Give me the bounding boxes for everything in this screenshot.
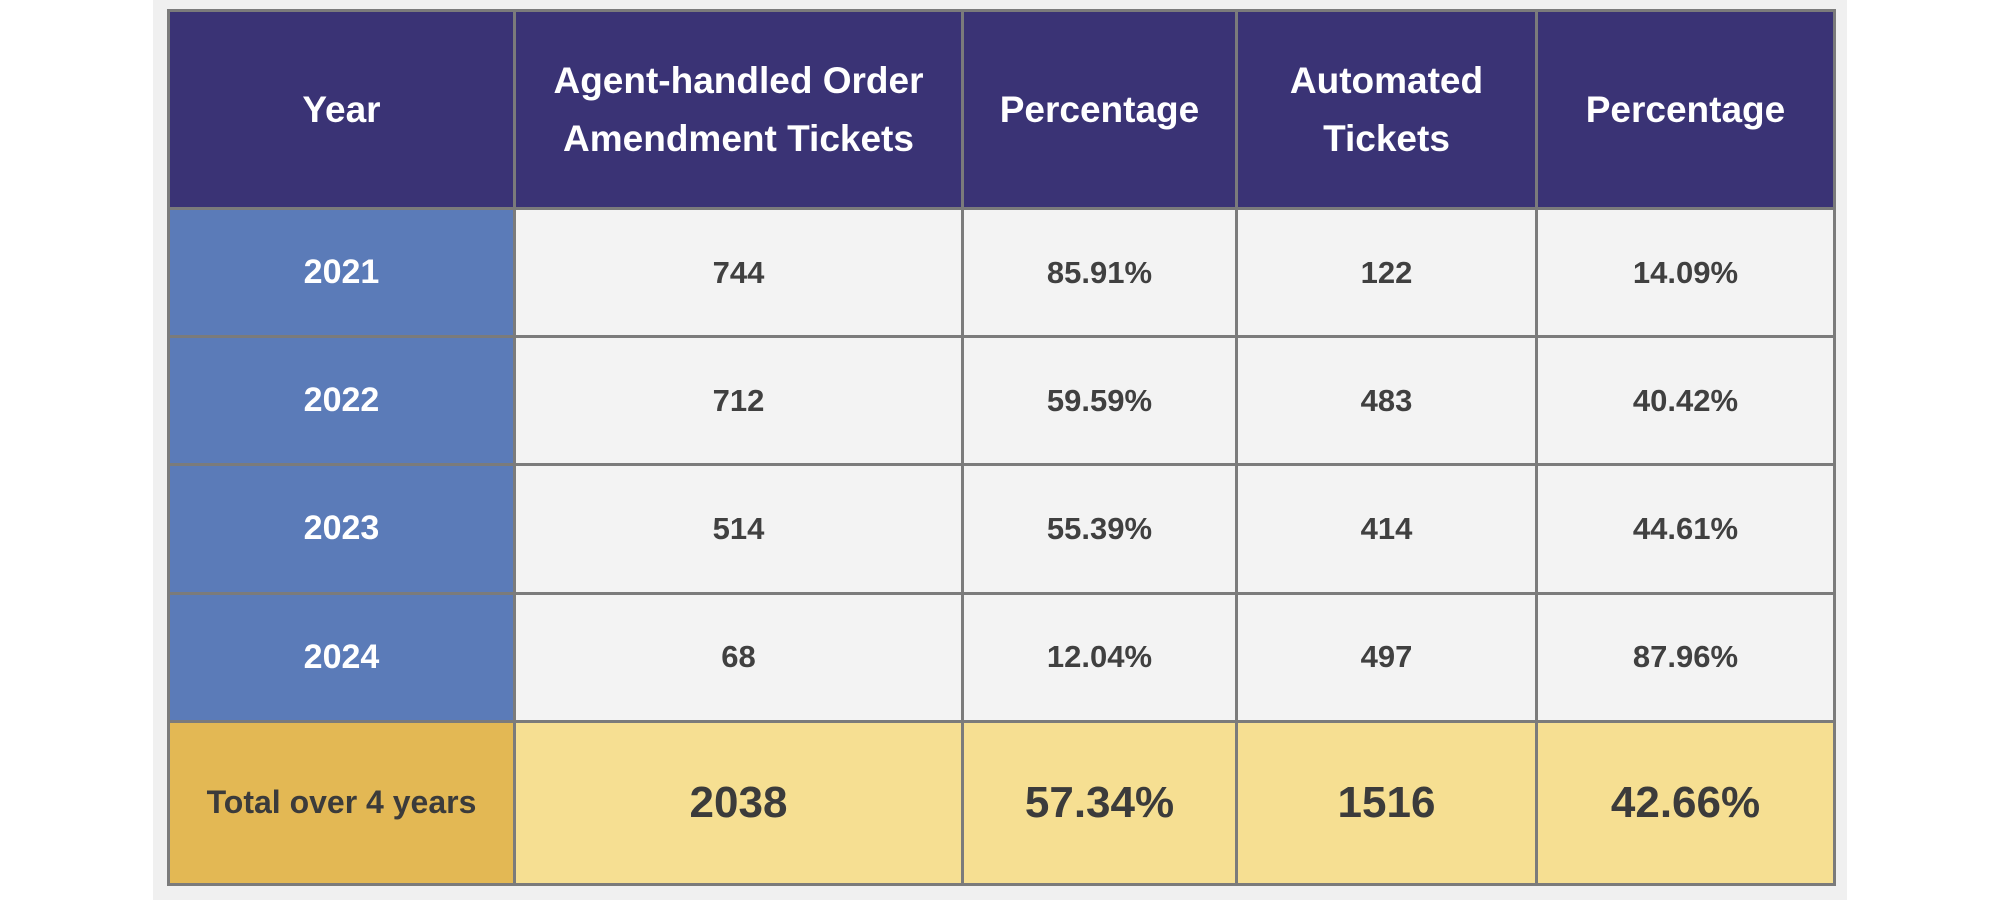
- year-cell: 2022: [167, 335, 516, 467]
- total-automated-tickets-cell: 1516: [1235, 719, 1538, 887]
- year-cell: 2023: [167, 463, 516, 595]
- total-agent-percentage-cell: 57.34%: [961, 719, 1238, 887]
- agent-tickets-cell: 514: [513, 463, 964, 595]
- agent-percentage-cell: 59.59%: [961, 335, 1238, 467]
- automated-percentage-cell: 14.09%: [1535, 206, 1836, 339]
- automated-tickets-cell: 414: [1235, 463, 1538, 595]
- agent-percentage-cell: 85.91%: [961, 206, 1238, 339]
- table-row: 2022 712 59.59% 483 40.42%: [167, 335, 1836, 467]
- agent-percentage-cell: 55.39%: [961, 463, 1238, 595]
- automated-percentage-cell: 44.61%: [1535, 463, 1836, 595]
- header-automated-percentage: Percentage: [1535, 9, 1836, 210]
- header-automated-tickets-label: Automated Tickets: [1289, 59, 1484, 159]
- total-automated-percentage-cell: 42.66%: [1535, 719, 1836, 887]
- header-year: Year: [167, 9, 516, 210]
- header-agent-tickets: Agent-handled Order Amendment Tickets: [513, 9, 964, 210]
- automated-tickets-cell: 483: [1235, 335, 1538, 467]
- table-row: 2021 744 85.91% 122 14.09%: [167, 206, 1836, 339]
- header-agent-tickets-label: Agent-handled Order Amendment Tickets: [553, 59, 924, 159]
- year-cell: 2021: [167, 206, 516, 339]
- automated-tickets-cell: 122: [1235, 206, 1538, 339]
- total-label-cell: Total over 4 years: [167, 719, 516, 887]
- table-row: 2023 514 55.39% 414 44.61%: [167, 463, 1836, 595]
- agent-percentage-cell: 12.04%: [961, 591, 1238, 723]
- automated-percentage-cell: 40.42%: [1535, 335, 1836, 467]
- header-agent-percentage: Percentage: [961, 9, 1238, 210]
- year-cell: 2024: [167, 591, 516, 723]
- header-row: Year Agent-handled Order Amendment Ticke…: [167, 9, 1836, 210]
- header-automated-tickets: Automated Tickets: [1235, 9, 1538, 210]
- total-row: Total over 4 years 2038 57.34% 1516 42.6…: [167, 719, 1836, 887]
- automated-percentage-cell: 87.96%: [1535, 591, 1836, 723]
- total-agent-tickets-cell: 2038: [513, 719, 964, 887]
- agent-tickets-cell: 744: [513, 206, 964, 339]
- table-row: 2024 68 12.04% 497 87.96%: [167, 591, 1836, 723]
- tickets-table: Year Agent-handled Order Amendment Ticke…: [167, 9, 1836, 887]
- agent-tickets-cell: 68: [513, 591, 964, 723]
- automated-tickets-cell: 497: [1235, 591, 1538, 723]
- agent-tickets-cell: 712: [513, 335, 964, 467]
